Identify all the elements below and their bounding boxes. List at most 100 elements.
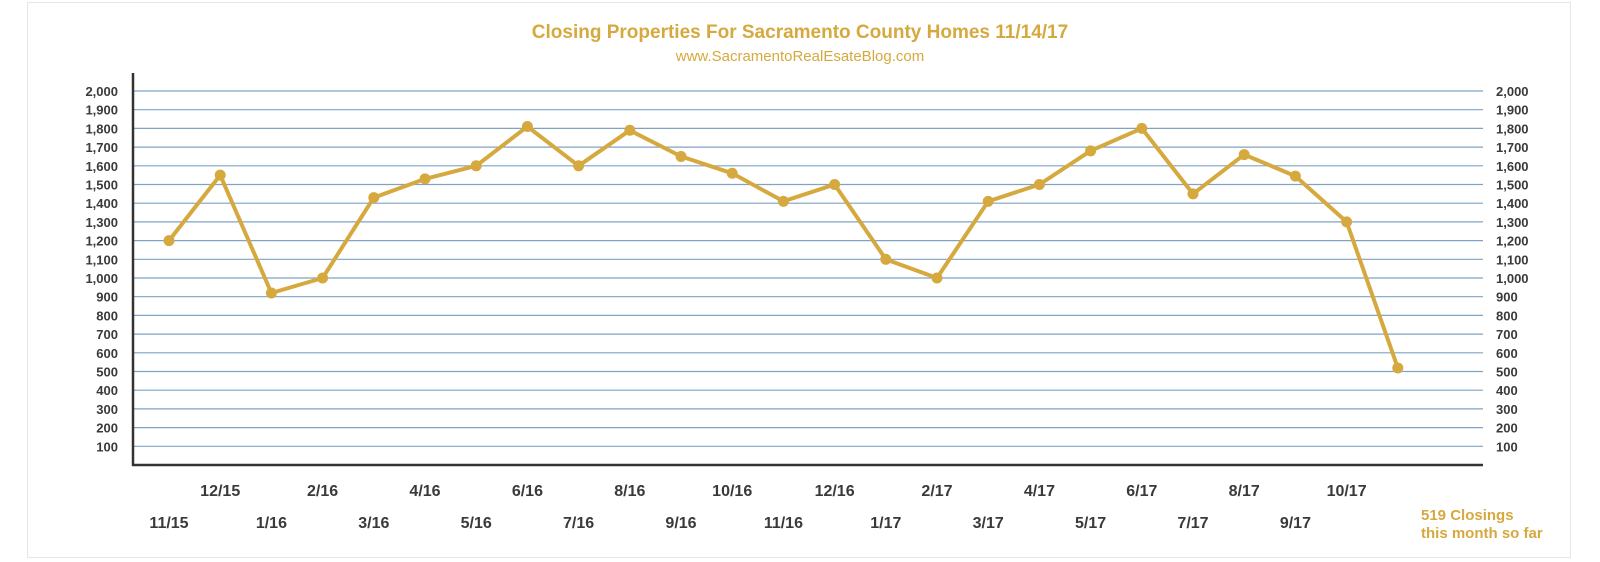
y-tick-label-left: 1,900 — [85, 103, 118, 118]
data-point — [1187, 188, 1199, 200]
y-tick-label-right: 1,500 — [1496, 178, 1529, 193]
y-tick-label-left: 1,200 — [85, 234, 118, 249]
x-tick-label: 12/15 — [200, 483, 240, 500]
x-tick-label: 12/16 — [815, 483, 855, 500]
y-axis-right-labels: 100 200 300 400 500 600 700 800 900 1,000 1,100 1,2… — [1496, 84, 1529, 454]
x-tick-label: 5/16 — [461, 515, 492, 532]
y-tick-label-right: 500 — [1496, 365, 1518, 380]
x-tick-label: 3/16 — [358, 515, 389, 532]
x-tick-label: 10/17 — [1327, 483, 1367, 500]
x-tick-label: 8/17 — [1229, 483, 1260, 500]
data-point — [726, 167, 738, 179]
x-axis-labels: 11/15 12/15 1/16 2/16 3/16 4/16 5/16 6/16 7/16 8/… — [149, 483, 1366, 532]
x-tick-label: 6/17 — [1126, 483, 1157, 500]
y-tick-label-left: 400 — [96, 383, 118, 398]
x-tick-label: 6/16 — [512, 483, 543, 500]
data-point — [1136, 122, 1148, 134]
x-tick-label: 5/17 — [1075, 515, 1106, 532]
data-point — [214, 169, 226, 181]
data-point — [675, 150, 687, 162]
data-point — [1085, 145, 1097, 157]
y-tick-label-right: 1,700 — [1496, 140, 1529, 155]
data-point — [829, 179, 841, 190]
data-point — [521, 121, 533, 133]
data-point — [931, 272, 943, 284]
x-tick-label: 9/17 — [1280, 515, 1311, 532]
y-tick-label-left: 600 — [96, 346, 118, 361]
data-point — [880, 253, 892, 265]
y-tick-label-left: 1,500 — [85, 178, 118, 193]
data-point — [470, 160, 482, 172]
x-tick-label: 11/16 — [764, 515, 803, 532]
annotation-line-1: 519 Closings — [1421, 507, 1514, 524]
x-tick-label: 2/16 — [307, 483, 338, 500]
y-tick-label-left: 1,100 — [85, 252, 118, 267]
y-tick-label-right: 300 — [1496, 402, 1518, 417]
x-tick-label: 7/17 — [1177, 515, 1208, 532]
y-tick-label-right: 1,000 — [1496, 271, 1529, 286]
x-tick-label: 7/16 — [563, 515, 594, 532]
y-tick-label-left: 300 — [96, 402, 118, 417]
data-point — [1341, 216, 1353, 228]
y-tick-label-right: 800 — [1496, 308, 1518, 323]
y-axis-left-labels: 100 200 300 400 500 600 700 800 900 1,000 1,100 1,2… — [85, 84, 118, 454]
y-tick-label-left: 2,000 — [85, 84, 118, 99]
y-tick-label-left: 100 — [96, 439, 118, 454]
chart-title: Closing Properties For Sacramento County… — [531, 22, 1069, 43]
data-point — [1289, 170, 1301, 182]
data-point — [777, 195, 789, 207]
grid-lines — [133, 90, 1483, 447]
x-tick-label: 3/17 — [973, 515, 1004, 532]
y-tick-label-right: 700 — [1496, 327, 1518, 342]
data-point — [419, 173, 431, 185]
series-layer — [163, 121, 1404, 374]
y-tick-label-right: 1,600 — [1496, 159, 1529, 174]
annotation-line-2: this month so far — [1421, 525, 1543, 542]
x-tick-label: 10/16 — [712, 483, 752, 500]
x-tick-label: 8/16 — [614, 483, 645, 500]
data-point — [982, 195, 994, 207]
y-tick-label-right: 1,100 — [1496, 252, 1529, 267]
y-tick-label-right: 100 — [1496, 439, 1518, 454]
x-tick-label: 4/17 — [1024, 483, 1055, 500]
y-tick-label-right: 1,800 — [1496, 121, 1529, 136]
data-point — [1392, 362, 1404, 374]
x-tick-label: 9/16 — [665, 515, 696, 532]
annotation: 519 Closings this month so far — [1421, 507, 1543, 542]
y-tick-label-right: 1,300 — [1496, 215, 1529, 230]
data-point — [1033, 179, 1045, 190]
y-tick-label-right: 400 — [1496, 383, 1518, 398]
y-tick-label-right: 1,900 — [1496, 103, 1529, 118]
y-tick-label-left: 1,800 — [85, 121, 118, 136]
x-tick-label: 4/16 — [409, 483, 440, 500]
y-tick-label-left: 500 — [96, 365, 118, 380]
y-tick-label-left: 1,600 — [85, 159, 118, 174]
chart-subtitle: www.SacramentoRealEsateBlog.com — [675, 48, 925, 65]
y-tick-label-left: 1,400 — [85, 196, 118, 211]
data-point — [163, 235, 175, 247]
y-tick-label-left: 1,000 — [85, 271, 118, 286]
y-tick-label-right: 1,200 — [1496, 234, 1529, 249]
x-tick-label: 2/17 — [921, 483, 952, 500]
x-tick-label: 11/15 — [149, 515, 188, 532]
y-tick-label-left: 700 — [96, 327, 118, 342]
y-tick-label-left: 800 — [96, 308, 118, 323]
x-tick-label: 1/16 — [256, 515, 287, 532]
y-tick-label-right: 200 — [1496, 421, 1518, 436]
data-point — [1238, 149, 1250, 161]
y-tick-label-right: 2,000 — [1496, 84, 1529, 99]
data-point — [368, 192, 380, 204]
axes — [131, 73, 1483, 467]
y-tick-label-right: 600 — [1496, 346, 1518, 361]
y-tick-label-right: 1,400 — [1496, 196, 1529, 211]
y-tick-label-right: 900 — [1496, 290, 1518, 305]
y-tick-label-left: 200 — [96, 421, 118, 436]
data-point — [265, 287, 277, 299]
y-tick-label-left: 900 — [96, 290, 118, 305]
data-point — [573, 160, 585, 172]
data-point — [317, 272, 329, 284]
series-line — [167, 124, 1400, 370]
data-point — [624, 124, 636, 136]
y-tick-label-left: 1,300 — [85, 215, 118, 230]
